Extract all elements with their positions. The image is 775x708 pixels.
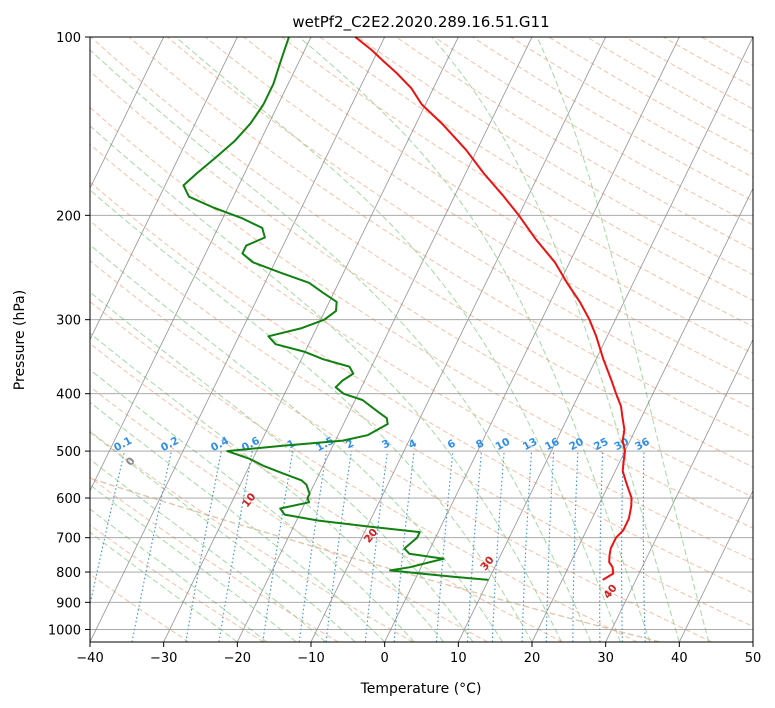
dry-adiabat-line xyxy=(90,37,753,468)
isotherm-line xyxy=(90,37,312,492)
chart-title: wetPf2_C2E2.2020.289.16.51.G11 xyxy=(292,13,549,32)
dry-adiabat-line xyxy=(90,386,488,642)
isotherm-gridlines xyxy=(90,37,753,642)
moist-adiabat-line xyxy=(90,244,503,642)
y-tick-label: 400 xyxy=(56,388,81,403)
isotherm-line xyxy=(605,338,753,642)
dry-adiabat-line xyxy=(90,430,414,642)
profile-series xyxy=(182,37,633,581)
y-tick-label: 1000 xyxy=(48,623,81,638)
isotherm-line xyxy=(310,37,607,642)
x-tick-label: 20 xyxy=(524,651,541,666)
isotherm-line xyxy=(163,37,459,642)
temperature-profile-line xyxy=(354,37,633,581)
moist-adiabat-line xyxy=(90,484,297,642)
isotherm-line xyxy=(457,37,753,642)
isotherm-line xyxy=(90,37,165,190)
mixing-ratio-line xyxy=(218,450,253,642)
isotherm-line xyxy=(531,187,753,642)
y-axis-label: Pressure (hPa) xyxy=(12,290,28,390)
x-tick-label: −40 xyxy=(76,651,103,666)
dry-adiabat-line xyxy=(357,37,753,276)
dewpoint-profile-line xyxy=(182,37,489,581)
moist-adiabat-line xyxy=(90,369,415,642)
moist-adiabat-line xyxy=(431,37,680,642)
isotherm-line xyxy=(90,37,386,642)
dry-adiabat-line xyxy=(243,37,753,354)
mixing-ratio-lines xyxy=(90,450,646,642)
lcl-arc xyxy=(90,477,660,642)
mixing-ratio-line xyxy=(131,450,172,642)
dry-adiabats xyxy=(90,37,753,642)
dry-adiabat-line xyxy=(472,37,753,202)
x-axis-ticks: −40 −30 −20 −10 0 10 20 30 40 50 xyxy=(76,642,761,666)
plot-background xyxy=(90,37,753,642)
x-tick-label: 0 xyxy=(381,651,389,666)
isotherm-line xyxy=(678,489,753,642)
isotherm-line xyxy=(752,640,753,642)
mixing-ratio-line xyxy=(185,450,222,642)
y-tick-label: 100 xyxy=(56,31,81,46)
x-tick-label: 30 xyxy=(597,651,614,666)
moist-adiabat-line xyxy=(536,37,710,642)
isotherm-line xyxy=(384,37,680,642)
dry-adiabat-line xyxy=(166,37,753,410)
dry-adiabat-line xyxy=(548,37,753,155)
moist-adiabat-line xyxy=(90,189,533,642)
mixing-ratio-line xyxy=(262,451,294,642)
lcl-arc-line xyxy=(90,477,660,642)
moist-adiabat-line xyxy=(90,332,444,642)
x-tick-label: 50 xyxy=(745,651,762,666)
y-tick-label: 800 xyxy=(56,566,81,581)
moist-adiabat-line xyxy=(90,458,327,642)
moist-adiabats xyxy=(90,37,710,642)
y-tick-label: 500 xyxy=(56,445,81,460)
x-axis-label: Temperature (°C) xyxy=(360,681,482,697)
dry-adiabat-line xyxy=(90,476,339,642)
y-tick-label: 300 xyxy=(56,314,81,329)
dry-adiabat-line xyxy=(205,37,753,382)
y-tick-label: 200 xyxy=(56,209,81,224)
isobar-gridlines xyxy=(90,37,753,630)
moist-adiabat-line xyxy=(90,125,562,642)
moist-adiabat-line xyxy=(90,291,474,642)
y-axis-ticks: 1000 900 800 700 600 500 400 300 200 100 xyxy=(48,31,90,638)
plot-frame xyxy=(89,36,754,643)
y-tick-label: 700 xyxy=(56,532,81,547)
mixing-ratio-line xyxy=(364,451,389,642)
dry-adiabat-line xyxy=(90,260,712,642)
x-tick-label: −20 xyxy=(224,651,251,666)
dry-adiabat-label: -10 xyxy=(16,417,37,439)
dry-adiabat-line xyxy=(128,37,753,439)
moist-adiabat-line xyxy=(90,431,356,642)
y-tick-label: 900 xyxy=(56,596,81,611)
x-tick-label: −30 xyxy=(150,651,177,666)
y-tick-label: 600 xyxy=(56,492,81,507)
moist-adiabat-line xyxy=(90,49,592,642)
x-tick-label: 40 xyxy=(671,651,688,666)
mixing-ratio-line xyxy=(325,451,352,642)
isotherm-line xyxy=(90,37,238,341)
dry-adiabat-line xyxy=(90,143,753,561)
dry-adiabat-line xyxy=(90,300,638,642)
x-tick-label: 10 xyxy=(450,651,467,666)
dry-adiabat-line xyxy=(319,37,753,301)
isotherm-line xyxy=(236,37,533,642)
dry-adiabat-line xyxy=(434,37,753,226)
dry-adiabat-line xyxy=(90,342,563,642)
x-tick-label: −10 xyxy=(297,651,324,666)
